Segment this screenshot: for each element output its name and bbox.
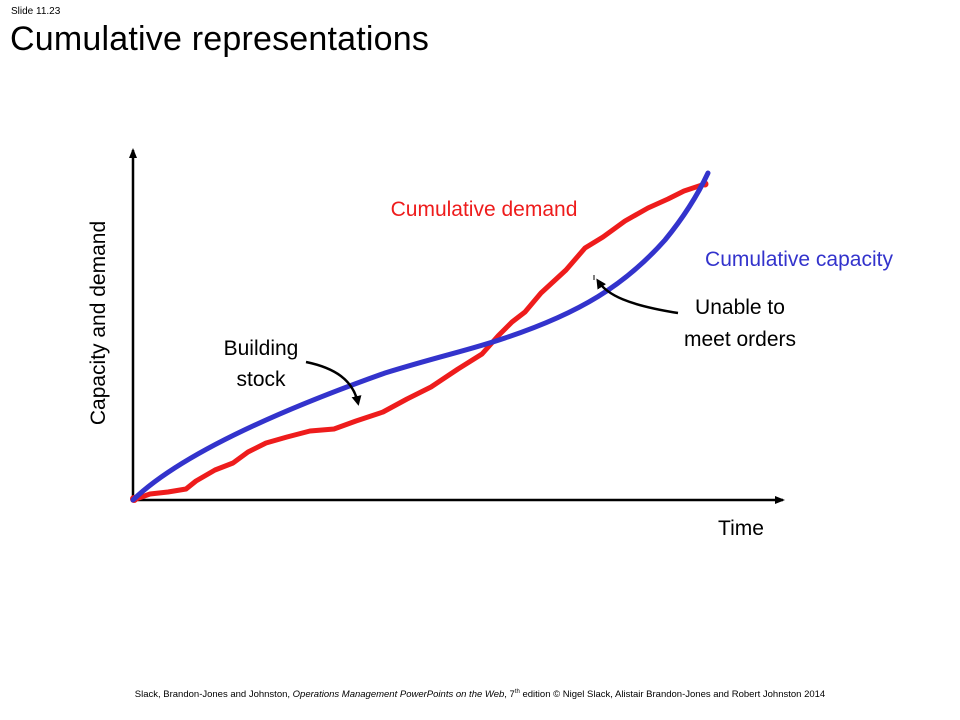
building-stock-label-line2: stock xyxy=(236,368,286,391)
footer-credit: Slack, Brandon-Jones and Johnston, Opera… xyxy=(0,689,960,700)
y-axis-label: Capacity and demand xyxy=(87,221,110,425)
footer-copyright: edition © Nigel Slack, Alistair Brandon-… xyxy=(519,689,826,701)
cumulative-demand-line xyxy=(130,181,708,503)
slide-number: Slide 11.23 xyxy=(11,6,61,17)
x-axis-label: Time xyxy=(718,517,764,540)
footer-edition: , 7 xyxy=(504,689,515,701)
footer-book-title: Operations Management PowerPoints on the… xyxy=(292,689,505,701)
cumulative-capacity-label: Cumulative capacity xyxy=(705,248,893,271)
footer-authors: Slack, Brandon-Jones and Johnston, xyxy=(134,689,293,701)
cumulative-demand-label: Cumulative demand xyxy=(391,198,578,221)
footer-edition-sup: th xyxy=(514,689,520,695)
unable-to-meet-label-line1: Unable to xyxy=(695,296,785,319)
unable-to-meet-label-line2: meet orders xyxy=(684,328,796,351)
unable-to-meet-arrow xyxy=(596,278,679,315)
building-stock-label-line1: Building xyxy=(224,337,299,360)
cumulative-capacity-line xyxy=(130,170,711,503)
building-stock-arrow xyxy=(305,360,362,406)
slide-title: Cumulative representations xyxy=(10,20,430,58)
